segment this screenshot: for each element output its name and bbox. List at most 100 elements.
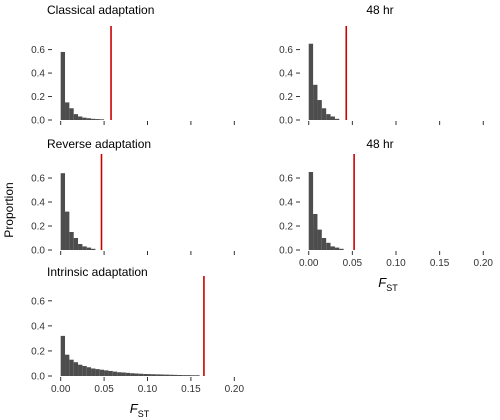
histogram-bar <box>308 43 314 120</box>
histogram-bar <box>330 246 335 250</box>
histogram-bar <box>82 246 87 250</box>
histogram-bar <box>78 364 83 376</box>
x-tick-label: 0.10 <box>386 258 406 269</box>
x-tick-label: 0.05 <box>94 384 114 395</box>
histogram-bar <box>69 232 74 250</box>
histogram-bar <box>108 370 113 376</box>
panel-title: 48 hr <box>366 3 393 17</box>
x-tick-label: 0.00 <box>51 384 71 395</box>
histogram-bar <box>91 118 96 120</box>
histogram-bar <box>182 375 187 376</box>
panel-4: 48 hr 0.0 0.2 0.4 0.6 0.00 0.05 0.10 0.15 0.20 FST <box>279 137 493 293</box>
histogram-bar <box>334 247 340 250</box>
x-tick-label: 0.10 <box>138 384 158 395</box>
y-tick-label: 0.2 <box>31 346 45 357</box>
x-axis-title: FST <box>130 401 150 419</box>
y-tick-label: 0.2 <box>279 222 293 233</box>
histogram-bar <box>99 369 105 376</box>
histogram-bar <box>317 100 322 120</box>
y-tick-label: 0.0 <box>31 372 45 383</box>
y-tick-label: 0.6 <box>31 174 45 185</box>
histogram-bar <box>82 117 87 120</box>
y-tick-label: 0.2 <box>31 92 45 103</box>
histogram-bar <box>86 118 92 120</box>
histogram-bar <box>95 119 100 120</box>
y-tick-label: 0.2 <box>31 222 45 233</box>
histogram-bar <box>330 116 335 120</box>
panel-title: Reverse adaptation <box>47 137 151 151</box>
x-tick-label: 0.20 <box>474 258 494 269</box>
histogram-bar <box>78 116 83 120</box>
y-tick-label: 0.6 <box>31 296 45 307</box>
histogram-bar <box>91 368 96 376</box>
histogram-bar <box>151 374 157 376</box>
y-tick-label: 0.4 <box>31 69 45 80</box>
histogram-bar <box>86 367 92 376</box>
y-axis-title: Proportion <box>2 182 16 237</box>
histogram-bar <box>173 374 178 376</box>
histogram-bar <box>147 374 152 376</box>
histogram-bar <box>156 374 161 376</box>
histogram-bar <box>104 370 109 376</box>
histogram-bar <box>73 238 79 250</box>
histogram-bar <box>69 359 74 376</box>
histogram-bar <box>82 365 87 376</box>
histogram-bar <box>143 373 148 376</box>
histogram-bar <box>195 375 200 376</box>
histogram-bar <box>130 373 135 376</box>
histogram-bar <box>334 118 340 120</box>
histogram-bar <box>160 374 165 376</box>
y-tick-label: 0.0 <box>31 116 45 127</box>
histogram-bar <box>73 114 79 120</box>
histogram-bar <box>95 369 100 376</box>
histogram-bar <box>313 84 318 120</box>
histogram-bar <box>313 214 318 250</box>
y-tick-label: 0.4 <box>31 321 45 332</box>
y-tick-label: 0.2 <box>279 92 293 103</box>
y-tick-label: 0.0 <box>279 246 293 257</box>
panel-1: Classical adaptation 0.0 0.2 0.4 0.6 <box>31 3 235 127</box>
histogram-bar <box>91 248 96 250</box>
y-tick-label: 0.4 <box>31 198 45 209</box>
y-tick-label: 0.6 <box>31 45 45 56</box>
histogram-bar <box>186 375 191 376</box>
histogram-bar <box>326 242 331 250</box>
histogram-bar <box>99 119 105 120</box>
histogram-bar <box>326 114 331 120</box>
histogram-bar <box>60 51 66 120</box>
histogram-bar <box>112 371 118 376</box>
histogram-bar <box>65 211 70 250</box>
x-tick-label: 0.00 <box>299 258 319 269</box>
histogram-bar <box>78 244 83 250</box>
histogram-bar <box>125 372 131 376</box>
y-tick-label: 0.0 <box>31 246 45 257</box>
histogram-bar <box>60 173 66 250</box>
y-tick-label: 0.6 <box>279 45 293 56</box>
histogram-bar <box>308 172 314 250</box>
histogram-bar <box>121 372 126 376</box>
panel-2: 48 hr 0.0 0.2 0.4 0.6 <box>279 3 484 127</box>
x-tick-label: 0.15 <box>181 384 201 395</box>
panel-title: Classical adaptation <box>47 3 154 17</box>
panel-title: 48 hr <box>366 137 393 151</box>
histogram-bar <box>138 373 144 376</box>
histogram-bar <box>117 372 122 376</box>
panel-5: Intrinsic adaptation 0.0 0.2 0.4 0.6 0.00 0.05… <box>31 265 244 419</box>
histogram-bar <box>177 374 183 376</box>
histogram-bar <box>190 375 196 376</box>
histogram-bar <box>60 335 66 376</box>
histogram-bar <box>86 247 92 250</box>
histogram-bar <box>317 229 322 250</box>
histogram-bar <box>65 354 70 376</box>
histogram-bar <box>321 238 327 250</box>
histogram-bar <box>339 248 344 250</box>
histogram-bar <box>164 374 170 376</box>
panel-title: Intrinsic adaptation <box>47 265 148 279</box>
x-tick-label: 0.15 <box>430 258 450 269</box>
histogram-bar <box>73 362 79 376</box>
y-tick-label: 0.4 <box>279 69 293 80</box>
histogram-bar <box>169 374 174 376</box>
x-tick-label: 0.20 <box>225 384 245 395</box>
histogram-bar <box>134 373 139 376</box>
